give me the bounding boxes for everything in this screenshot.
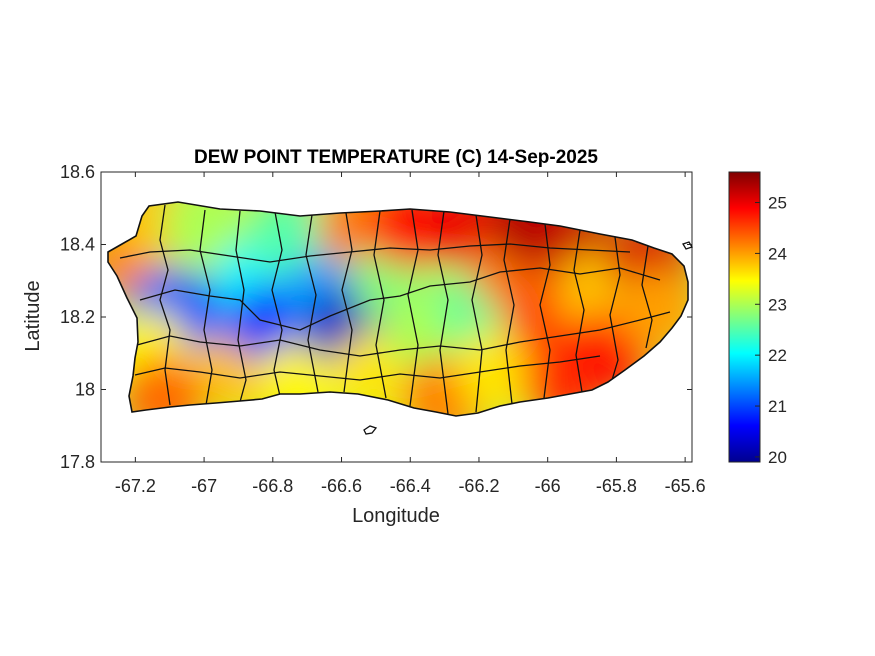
x-axis: -67.2 -67 -66.8 -66.6 -66.4 -66.2 -66 -65.8 -65.… (115, 172, 706, 496)
dew-point-sample (454, 329, 539, 414)
x-tick-label: -65.6 (665, 476, 706, 496)
map-title: DEW POINT TEMPERATURE (C) 14-Sep-2025 (194, 147, 598, 168)
y-tick-label: 18.6 (60, 162, 95, 182)
x-tick-label: -65.8 (596, 476, 637, 496)
boundary-line (609, 236, 621, 381)
dew-point-sample (120, 354, 205, 416)
boundary-line (407, 209, 419, 407)
boundary-line (437, 210, 449, 415)
colorbar-tick-label: 23 (768, 295, 787, 314)
y-tick-label: 18.4 (60, 235, 95, 255)
boundary-line (199, 209, 213, 406)
municipality-boundaries (119, 204, 671, 415)
colorbar-ticks: 20 21 22 23 24 25 (755, 194, 787, 467)
boundary-line (139, 267, 661, 331)
x-tick-label: -66 (535, 476, 561, 496)
y-tick-label: 17.8 (60, 452, 95, 472)
x-tick-label: -67.2 (115, 476, 156, 496)
boundary-line (373, 210, 387, 399)
boundary-line (305, 214, 319, 393)
islet (363, 425, 378, 435)
x-tick-label: -66.4 (390, 476, 431, 496)
boundary-line (119, 243, 631, 263)
y-tick-label: 18 (75, 380, 95, 400)
y-axis: 17.8 18 18.2 18.4 18.6 (60, 162, 692, 472)
colorbar-tick-label: 24 (768, 244, 787, 263)
colorbar-tick-label: 20 (768, 448, 787, 467)
colorbar (728, 171, 761, 463)
boundary-line (471, 214, 483, 413)
boundary-line (134, 355, 601, 381)
x-tick-label: -66.6 (321, 476, 362, 496)
y-tick-label: 18.2 (60, 307, 95, 327)
x-tick-label: -66.2 (458, 476, 499, 496)
boundary-line (573, 229, 585, 393)
boundary-line (539, 223, 551, 399)
boundary-line (341, 212, 353, 393)
boundary-line (235, 210, 247, 403)
islet (682, 241, 693, 250)
boundary-line (271, 211, 283, 397)
y-axis-title: Latitude (22, 280, 44, 351)
boundary-line (641, 245, 653, 349)
colorbar-tick-label: 22 (768, 346, 787, 365)
boundary-line (503, 218, 515, 405)
boundary-line (136, 311, 671, 357)
x-tick-label: -66.8 (252, 476, 293, 496)
x-axis-title: Longitude (352, 505, 440, 527)
colorbar-tick-label: 21 (768, 397, 787, 416)
colorbar-tick-label: 25 (768, 194, 787, 213)
boundary-line (159, 204, 171, 406)
x-tick-label: -67 (191, 476, 217, 496)
